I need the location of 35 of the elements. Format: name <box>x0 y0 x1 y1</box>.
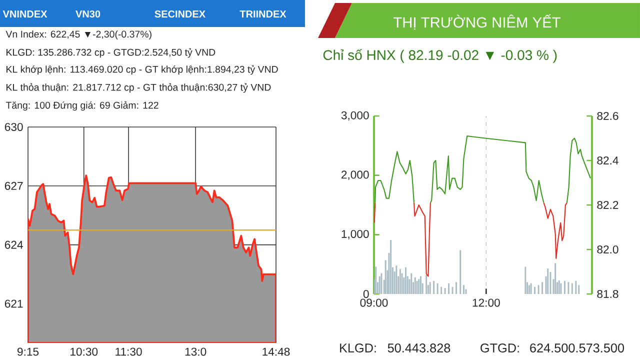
y-tick-label: 630 <box>4 122 23 131</box>
x-tick-label: 11:30 <box>116 348 142 356</box>
y2-tick-label: 82.4 <box>597 156 618 164</box>
chart-title: THỊ TRƯỜNG NIÊM YẾT <box>393 14 560 30</box>
text: Tăng: 100 Đứng giá: 69 Giảm: 122 <box>6 101 158 111</box>
y-tick-label: 0 <box>363 290 369 298</box>
y2-tick-label: 81.8 <box>597 290 618 298</box>
y-tick-label: 1,000 <box>342 230 369 240</box>
y-tick-label: 2,000 <box>341 170 369 180</box>
x-tick-label: 14:48 <box>262 348 290 356</box>
y-tick-label: 627 <box>4 182 23 190</box>
text: Vn Index: 622,45 ▼-2,30(-0.37%) <box>6 30 152 40</box>
chart-subtitle: Chỉ số HNX ( 82.19 -0.02 ▼ -0.03 % ) <box>323 49 557 63</box>
text: GTGD: <box>480 344 519 352</box>
x-tick-label: 10:30 <box>70 348 98 356</box>
x-tick-label: 9:15 <box>18 348 39 356</box>
text: KLGD: 135.286.732 cp - GTGD:2.524,50 tỷ VND <box>6 48 216 58</box>
text: KLGD: <box>340 344 376 352</box>
y-tick-label: 3,000 <box>341 111 369 121</box>
text: KL thỏa thuận: 21.817.712 cp - GT thỏa thuận:630,27 tỷ VND <box>6 83 271 93</box>
text: VN30 <box>76 10 100 18</box>
x-tick-label: 13:0 <box>185 348 206 356</box>
text: SECINDEX <box>154 10 206 18</box>
y-tick-label: 621 <box>4 300 23 308</box>
text: KL khớp lệnh: 113.469.020 cp - GT khớp lệnh:1.894,23 tỷ VND <box>6 65 278 75</box>
y2-tick-label: 82.0 <box>597 245 618 254</box>
text: VNINDEX <box>2 10 48 18</box>
x-tick-label: 12:00 <box>472 298 500 307</box>
text: TRIINDEX <box>240 10 286 18</box>
text: 624.500.573.500 <box>530 344 624 352</box>
x-tick-label: 09:00 <box>360 298 388 307</box>
text: 50.443.828 <box>388 344 450 352</box>
y2-tick-label: 82.6 <box>597 112 618 120</box>
y-tick-label: 624 <box>4 240 23 249</box>
y2-tick-label: 82.2 <box>597 200 618 209</box>
